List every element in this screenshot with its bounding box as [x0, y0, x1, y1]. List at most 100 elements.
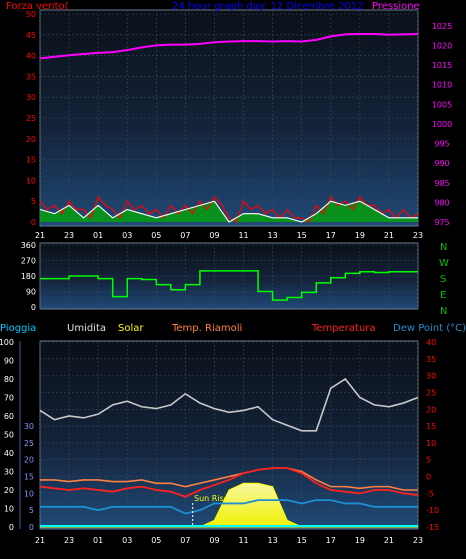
x-tick-label: 15: [297, 536, 307, 545]
x-tick-label: 01: [93, 536, 103, 545]
x-tick-label: 05: [151, 231, 161, 240]
series-humidity: [39, 377, 419, 432]
x-tick-label: 09: [209, 231, 219, 240]
series-pressure: [39, 33, 419, 60]
legend-dew-point: Dew Point (°C): [393, 323, 466, 334]
y-tick-label-temperature: 15: [426, 422, 436, 431]
y-tick-label-temperature: 25: [426, 388, 436, 397]
y-tick-label-wind: 45: [26, 31, 36, 40]
x-tick-label: 21: [35, 231, 45, 240]
y-tick-label-temperature: 0: [426, 473, 431, 482]
y-tick-label-wind-dir: 270: [21, 257, 36, 266]
y-tick-label-rain: 70: [4, 394, 14, 403]
x-tick-label: 21: [35, 536, 45, 545]
legend-room-temp: Temp. Riamoli: [171, 323, 242, 334]
y-tick-label-pressure: 995: [434, 140, 449, 149]
y-tick-label-temperature: 40: [426, 338, 436, 347]
wind-dir-label-s: S: [440, 274, 446, 285]
y-tick-label-rain: 0: [9, 523, 14, 532]
legend-solar: Solar: [118, 323, 144, 334]
y-tick-label-rain: 20: [4, 486, 14, 495]
y-tick-label-rain: 90: [4, 357, 14, 366]
y-tick-label-rain: 30: [4, 468, 14, 477]
y-tick-label-wind: 40: [26, 52, 36, 61]
y-tick-label-pressure: 1000: [432, 120, 452, 129]
y-tick-label-wind: 30: [26, 93, 36, 102]
x-tick-label: 17: [326, 536, 336, 545]
x-tick-label: 21: [384, 536, 394, 545]
y-tick-label-rain: 40: [4, 449, 14, 458]
series-wind-avg-fill: [40, 201, 418, 222]
y-tick-label-temperature: -5: [426, 489, 434, 498]
y-tick-label-rain: 10: [4, 505, 14, 514]
x-tick-label: 21: [384, 231, 394, 240]
series-dew-point: [40, 499, 418, 515]
legend-rain: Pioggia: [0, 323, 36, 334]
series-wind-direction: [40, 270, 418, 301]
y-tick-label-pressure: 1015: [432, 61, 452, 70]
grid-wind-dir: [39, 243, 419, 309]
axes: 0510152025303540455097598098599099510001…: [0, 10, 452, 545]
x-tick-label: 05: [151, 536, 161, 545]
wind-dir-label-n-top: N: [440, 242, 447, 253]
y-tick-label-rain: 60: [4, 412, 14, 421]
y-tick-label-pressure: 975: [434, 218, 449, 227]
y-tick-label-solar: 5: [29, 506, 34, 515]
plots: [39, 33, 419, 528]
y-tick-label-temperature: 30: [426, 372, 436, 381]
x-tick-label: 11: [238, 231, 248, 240]
x-tick-label: 13: [268, 536, 278, 545]
panel-bottom-bg: [39, 340, 419, 530]
wind-dir-label-w: W: [439, 258, 449, 269]
sunrise-label: Sun Rise: [194, 494, 229, 503]
wind-dir-label-n-bottom: N: [440, 306, 447, 317]
chart-title: 24 hour graph day: 12 Dicembre 2012: [172, 1, 363, 12]
y-tick-label-rain: 80: [4, 375, 14, 384]
header-left-label: Forza vento(: [6, 1, 69, 12]
x-tick-label: 03: [122, 536, 132, 545]
y-tick-label-wind: 20: [26, 135, 36, 144]
x-tick-label: 07: [180, 536, 190, 545]
x-tick-label: 19: [355, 536, 365, 545]
y-tick-label-solar: 30: [24, 422, 34, 431]
series-wind-gust: [39, 195, 419, 223]
y-tick-label-temperature: 35: [426, 355, 436, 364]
y-tick-label-temperature: 5: [426, 456, 431, 465]
x-tick-label: 13: [268, 231, 278, 240]
series-wind-avg: [39, 200, 418, 223]
legend-humidity: Umidita: [67, 323, 106, 334]
y-tick-label-solar: 15: [24, 473, 34, 482]
y-tick-label-temperature: -15: [426, 523, 439, 532]
x-tick-label: 03: [122, 231, 132, 240]
x-tick-label: 07: [180, 231, 190, 240]
y-tick-label-wind-dir: 360: [21, 241, 36, 250]
y-tick-label-rain: 50: [4, 431, 14, 440]
x-tick-label: 23: [413, 231, 423, 240]
y-tick-label-pressure: 985: [434, 179, 449, 188]
y-tick-label-pressure: 980: [434, 198, 449, 207]
x-tick-label: 17: [326, 231, 336, 240]
y-tick-label-rain: 100: [0, 338, 14, 347]
x-tick-label: 23: [64, 231, 74, 240]
x-tick-label: 11: [238, 536, 248, 545]
y-tick-label-pressure: 1010: [432, 81, 452, 90]
y-tick-label-wind: 5: [31, 197, 36, 206]
y-tick-label-pressure: 1005: [432, 100, 452, 109]
y-tick-label-temperature: -10: [426, 506, 439, 515]
series-temperature: [39, 467, 419, 498]
header-right-label: Pressione: [372, 1, 420, 12]
y-tick-label-solar: 0: [29, 523, 34, 532]
y-tick-label-pressure: 1025: [432, 22, 452, 31]
x-tick-label: 23: [64, 536, 74, 545]
y-tick-label-wind: 0: [31, 218, 36, 227]
y-tick-label-wind-dir: 0: [31, 303, 36, 312]
y-tick-label-temperature: 20: [426, 405, 436, 414]
legend-temperature: Temperatura: [311, 323, 376, 334]
y-tick-label-wind-dir: 180: [21, 272, 36, 281]
y-tick-label-wind: 50: [26, 10, 36, 19]
series-room-temp: [40, 467, 418, 491]
y-tick-label-solar: 20: [24, 456, 34, 465]
x-tick-label: 09: [209, 536, 219, 545]
